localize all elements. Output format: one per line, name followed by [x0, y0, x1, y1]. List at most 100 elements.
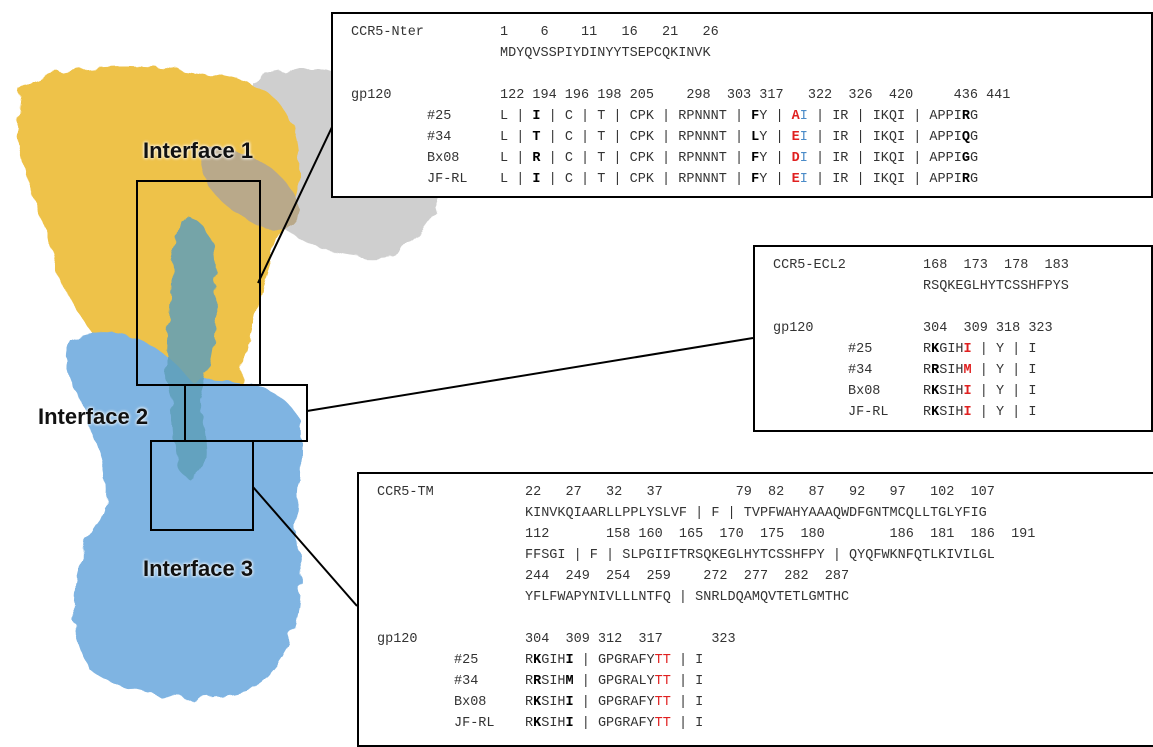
receptor-sequence: KINVKQIAARLLPPLYSLVF | F | TVPFWAHYAAAQW… — [525, 506, 987, 521]
highlight-residue: TT — [654, 653, 671, 668]
highlight-residue: F — [751, 172, 760, 187]
strain-sequence: RKGIHI | Y | I — [923, 339, 1036, 360]
residues: L | — [500, 172, 533, 187]
receptor-name: CCR5-Nter — [351, 25, 424, 40]
highlight-residue: M — [963, 363, 972, 378]
strain-sequence: RKSIHI | Y | I — [923, 402, 1036, 423]
highlight-residue: E — [791, 172, 800, 187]
residues: | I — [670, 695, 704, 710]
strain-label: JF-RL — [454, 716, 495, 731]
connector — [252, 486, 358, 607]
residues: Y | — [759, 151, 792, 166]
highlight-residue: R — [961, 109, 970, 124]
highlight-residue: D — [791, 151, 800, 166]
residues: | C | T | CPK | RPNNNT | — [540, 109, 752, 124]
strain-label: #34 — [454, 674, 479, 689]
sequence-panel: CCR5-Nter 1 6 11 16 21 26 MDYQVSSPIYDINYYT… — [331, 12, 1153, 198]
residue-positions: 304 309 312 317 323 — [525, 632, 736, 647]
highlight-residue: T — [532, 130, 541, 145]
highlight-residue: K — [533, 695, 542, 710]
residue-positions: 304 309 318 323 — [923, 321, 1053, 336]
strain-sequence: L | R | C | T | CPK | RPNNNT | FY | DI |… — [500, 148, 978, 169]
residue-positions: 168 173 178 183 — [923, 258, 1069, 273]
residues: | IR | IKQI | APPI — [807, 151, 962, 166]
interface-label: Interface 2 — [38, 404, 149, 429]
residues: R — [525, 695, 534, 710]
residues: SIH — [939, 363, 964, 378]
residue-positions: 112 158 160 165 170 175 180 186 181 186 … — [525, 527, 1036, 542]
residues: | I — [670, 716, 704, 731]
highlight-residue: Q — [961, 130, 970, 145]
highlight-residue: I — [799, 109, 808, 124]
strain-sequence: L | I | C | T | CPK | RPNNNT | FY | EI |… — [500, 169, 978, 190]
strain-label: Bx08 — [848, 384, 881, 399]
residues: | GPGRAFY — [573, 653, 655, 668]
highlight-residue: F — [751, 109, 760, 124]
highlight-residue: I — [565, 716, 574, 731]
interface-box — [150, 440, 254, 531]
residues: | Y | I — [971, 405, 1037, 420]
residues: L | — [500, 151, 533, 166]
highlight-residue: K — [533, 653, 542, 668]
highlight-residue: I — [963, 405, 972, 420]
residues: | GPGRALY — [573, 674, 655, 689]
strain-sequence: RKSIHI | Y | I — [923, 381, 1036, 402]
strain-sequence: RKSIHI | GPGRAFYTT | I — [525, 692, 703, 713]
receptor-sequence: MDYQVSSPIYDINYYTSEPCQKINVK — [500, 46, 711, 61]
highlight-residue: I — [963, 342, 972, 357]
residues: G — [969, 109, 979, 124]
connector — [306, 337, 754, 412]
highlight-residue: TT — [654, 695, 671, 710]
receptor-sequence: RSQKEGLHYTCSSHFPYS — [923, 279, 1069, 294]
residues: L | — [500, 109, 533, 124]
residue-positions: 1 6 11 16 21 26 — [500, 25, 719, 40]
highlight-residue: E — [791, 130, 800, 145]
gp120-name: gp120 — [773, 321, 814, 336]
strain-sequence: L | I | C | T | CPK | RPNNNT | FY | AI |… — [500, 106, 978, 127]
highlight-residue: I — [799, 172, 808, 187]
residues: | IR | IKQI | APPI — [807, 172, 962, 187]
interface-label: Interface 3 — [143, 556, 254, 581]
residues: Y | — [759, 109, 792, 124]
strain-label: Bx08 — [427, 151, 460, 166]
residues: | IR | IKQI | APPI — [807, 130, 962, 145]
residues: | Y | I — [971, 363, 1037, 378]
strain-sequence: RKGIHI | GPGRAFYTT | I — [525, 650, 703, 671]
highlight-residue: R — [961, 172, 970, 187]
residues: | Y | I — [971, 384, 1037, 399]
interface-label: Interface 1 — [143, 138, 254, 163]
highlight-residue: TT — [654, 716, 671, 731]
residues: GIH — [939, 342, 964, 357]
strain-label: JF-RL — [427, 172, 468, 187]
strain-sequence: RKSIHI | GPGRAFYTT | I — [525, 713, 703, 734]
strain-sequence: L | T | C | T | CPK | RPNNNT | LY | EI |… — [500, 127, 978, 148]
residues: G — [969, 151, 979, 166]
residues: R — [525, 674, 534, 689]
residues: R — [923, 342, 932, 357]
residues: | I — [670, 674, 704, 689]
highlight-residue: M — [565, 674, 574, 689]
strain-label: JF-RL — [848, 405, 889, 420]
highlight-residue: K — [931, 342, 940, 357]
highlight-residue: A — [791, 109, 800, 124]
highlight-residue: I — [799, 130, 808, 145]
residues: R — [923, 363, 932, 378]
highlight-residue: K — [931, 405, 940, 420]
receptor-sequence: FFSGI | F | SLPGIIFTRSQKEGLHYTCSSHFPY | … — [525, 548, 995, 563]
ligand-strand — [166, 218, 217, 480]
residues: R — [923, 405, 932, 420]
strain-sequence: RRSIHM | Y | I — [923, 360, 1036, 381]
residues: | GPGRAFY — [573, 716, 655, 731]
highlight-residue: I — [963, 384, 972, 399]
strain-label: #25 — [848, 342, 873, 357]
highlight-residue: G — [961, 151, 970, 166]
highlight-residue: TT — [654, 674, 671, 689]
residues: SIH — [939, 405, 964, 420]
strain-sequence: RRSIHM | GPGRALYTT | I — [525, 671, 703, 692]
highlight-residue: R — [532, 151, 541, 166]
gp120-name: gp120 — [351, 88, 392, 103]
blue-domain — [65, 332, 302, 699]
sequence-panel: CCR5-ECL2 168 173 178 183 RSQKEGLHYTCSSHFP… — [753, 245, 1153, 432]
